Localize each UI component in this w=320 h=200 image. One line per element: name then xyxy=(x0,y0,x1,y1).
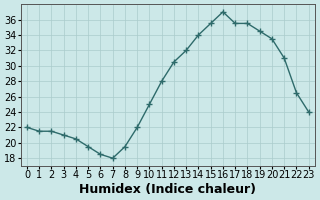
X-axis label: Humidex (Indice chaleur): Humidex (Indice chaleur) xyxy=(79,183,256,196)
